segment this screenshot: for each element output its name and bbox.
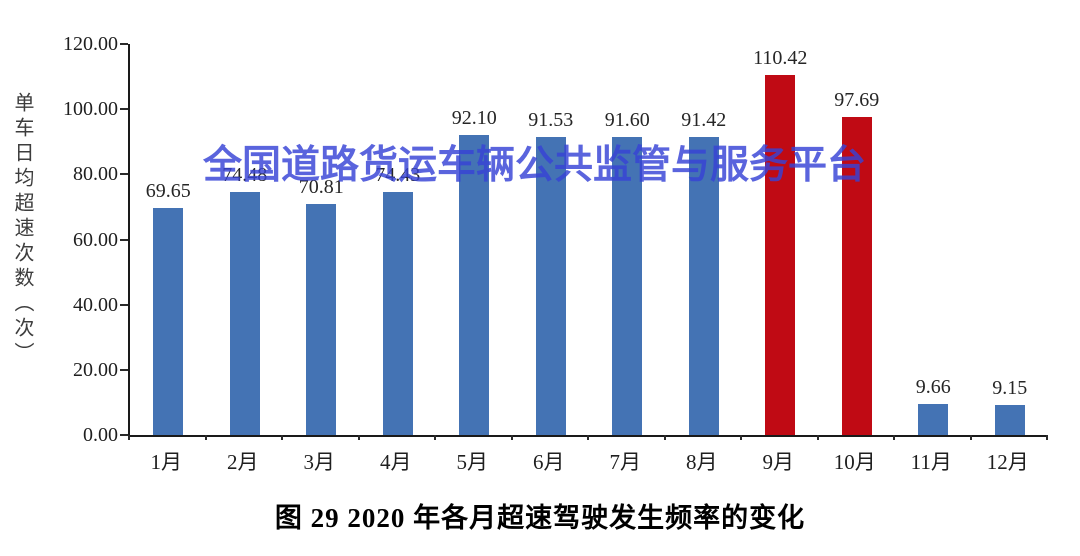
y-axis-tick-mark: [120, 43, 128, 45]
x-axis-tick-mark: [128, 435, 130, 440]
x-axis-tick-mark: [510, 435, 513, 440]
x-axis-tick-label: 5月: [456, 450, 489, 474]
plot-area: 69.65 74.48 70.81 74.43 92.10 91.53 91.60 91.42…: [128, 44, 1048, 437]
bar: [535, 136, 566, 435]
bar-value-label: 92.10: [451, 106, 497, 129]
x-axis-tick-label: 11月: [910, 450, 952, 474]
bar: [688, 137, 719, 435]
bar-value-label: 70.81: [298, 176, 344, 199]
bar-value-label: 97.69: [834, 88, 880, 111]
bar: [612, 136, 643, 435]
bar-column: 91.42: [666, 44, 743, 435]
x-axis-tick-mark: [587, 435, 589, 440]
y-axis-tick-label: 20.00: [73, 358, 118, 381]
x-axis-tick-label: 3月: [303, 450, 336, 474]
bar-value-label: 9.66: [915, 375, 951, 398]
chart-title: 图 29 2020 年各月超速驾驶发生频率的变化: [274, 503, 806, 533]
bar-value-label: 74.48: [222, 164, 268, 187]
y-axis-tick-label: 120.00: [63, 33, 118, 55]
y-axis-tick-mark: [120, 238, 128, 241]
bar-column: 91.60: [589, 44, 666, 435]
bar-value-label: 91.42: [681, 109, 727, 132]
bar-value-label: 74.43: [375, 164, 421, 187]
x-axis-tick-label: 8月: [686, 450, 718, 474]
watermark-text: 全国道路货运车辆公共监管与服务平台: [203, 144, 867, 187]
y-axis-tick-mark: [120, 434, 128, 436]
bar-column: 110.42: [742, 44, 819, 435]
y-axis-tick-mark: [120, 368, 128, 371]
x-axis-tick-label: 2月: [227, 450, 259, 474]
y-axis-tick-mark: [120, 303, 128, 306]
bar-value-label: 9.15: [992, 377, 1028, 400]
x-axis-tick-label: 6月: [533, 450, 565, 474]
bar-column: 97.69: [819, 44, 896, 435]
x-axis-tick-mark: [893, 435, 895, 440]
x-axis-tick-label: 10月: [833, 450, 876, 474]
y-axis-tick-label: 40.00: [73, 293, 118, 316]
y-axis-tick-label: 0.00: [83, 424, 118, 446]
bar-column: 74.43: [360, 44, 437, 435]
x-axis-tick-mark: [969, 435, 972, 440]
bar: [229, 192, 260, 435]
bar: [382, 192, 413, 435]
bar: [153, 208, 184, 435]
x-axis-tick-mark: [357, 435, 360, 440]
bar-value-label: 91.60: [604, 108, 650, 131]
bar-column: 91.53: [513, 44, 590, 435]
x-axis-tick-label: 4月: [380, 450, 412, 474]
bar: [306, 204, 337, 435]
bar-value-label: 91.53: [528, 108, 574, 131]
x-axis-tick-mark: [663, 435, 666, 440]
bar-column: 9.15: [972, 44, 1049, 435]
x-axis-tick-mark: [204, 435, 207, 440]
y-axis-tick-mark: [120, 108, 128, 111]
x-axis-tick-label: 12月: [986, 450, 1029, 474]
bar-column: 69.65: [130, 44, 207, 435]
bar: [459, 134, 490, 435]
x-axis-tick-mark: [740, 435, 742, 440]
x-axis-tick-mark: [1046, 435, 1048, 440]
y-axis-tick-mark: [120, 173, 128, 176]
x-axis-tick-label: 9月: [762, 450, 795, 474]
bar: [918, 403, 949, 435]
bar-column: 9.66: [895, 44, 972, 435]
y-axis-tick-label: 100.00: [63, 98, 118, 121]
x-axis-tick-mark: [281, 435, 283, 440]
x-axis-tick-mark: [816, 435, 819, 440]
bar-column: 74.48: [207, 44, 284, 435]
x-axis-labels: 1月 2月 3月 4月 5月 6月 7月 8月 9月 10月 11月 12月: [128, 446, 1046, 476]
bar-value-label: 69.65: [145, 180, 191, 203]
bar: [841, 116, 872, 435]
y-axis-tick-label: 80.00: [73, 163, 118, 186]
x-axis-tick-mark: [434, 435, 436, 440]
bar: [765, 75, 796, 435]
bar-column: 70.81: [283, 44, 360, 435]
bar-value-label: 110.42: [753, 47, 808, 70]
bar: [994, 405, 1025, 435]
bar-column: 92.10: [436, 44, 513, 435]
x-axis-tick-label: 7月: [609, 450, 642, 474]
y-axis-tick-label: 60.00: [73, 228, 118, 251]
x-axis-tick-label: 1月: [150, 450, 183, 474]
y-axis-title: 单车日均超速次数（次）: [11, 92, 33, 367]
